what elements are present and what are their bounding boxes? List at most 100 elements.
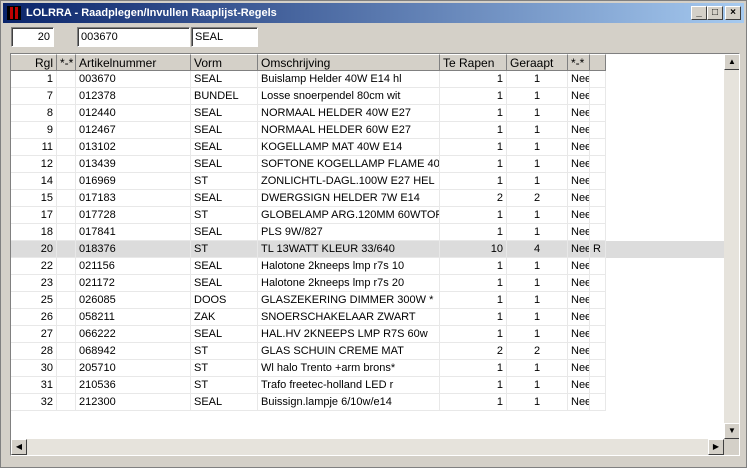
table-row[interactable]: 14 016969 ST ZONLICHTL-DAGL.100W E27 HEL 1 1 N… bbox=[11, 173, 724, 190]
table-row[interactable]: 28 068942 ST GLAS SCHUIN CREME MAT 2 2 Nee bbox=[11, 343, 724, 360]
cell-col-status: Nee bbox=[568, 360, 590, 377]
horizontal-scrollbar[interactable]: ◀ ▶ bbox=[11, 439, 724, 455]
cell-col-te-rapen: 1 bbox=[440, 88, 507, 105]
header-col-te-rapen[interactable]: Te Rapen bbox=[440, 54, 507, 71]
cell-col-artikelnummer: 068942 bbox=[76, 343, 191, 360]
table-row[interactable]: 1 003670 SEAL Buislamp Helder 40W E14 hl 1 1 N… bbox=[11, 71, 724, 88]
table-row[interactable]: 7 012378 BUNDEL Losse snoerpendel 80cm wit 1… bbox=[11, 88, 724, 105]
cell-col-extra bbox=[590, 292, 606, 309]
cell-col-geraapt: 1 bbox=[507, 224, 568, 241]
table-row[interactable]: 26 058211 ZAK SNOERSCHAKELAAR ZWART 1 1 Nee bbox=[11, 309, 724, 326]
cell-col-status: Nee bbox=[568, 241, 590, 258]
cell-col-te-rapen: 2 bbox=[440, 190, 507, 207]
header-col-vorm[interactable]: Vorm bbox=[191, 54, 258, 71]
cell-col-extra bbox=[590, 275, 606, 292]
cell-col-omschrijving: HAL.HV 2KNEEPS LMP R7S 60w bbox=[258, 326, 440, 343]
table-row[interactable]: 11 013102 SEAL KOGELLAMP MAT 40W E14 1 1 Nee bbox=[11, 139, 724, 156]
cell-col-rgl: 32 bbox=[11, 394, 57, 411]
cell-col-omschrijving: GLASZEKERING DIMMER 300W * bbox=[258, 292, 440, 309]
header-col-artikelnummer[interactable]: Artikelnummer bbox=[76, 54, 191, 71]
header-col-extra[interactable] bbox=[590, 54, 606, 71]
cell-col-te-rapen: 1 bbox=[440, 292, 507, 309]
table-row[interactable]: 18 017841 SEAL PLS 9W/827 1 1 Nee bbox=[11, 224, 724, 241]
cell-col-omschrijving: Buissign.lampje 6/10w/e14 bbox=[258, 394, 440, 411]
cell-col-omschrijving: GLAS SCHUIN CREME MAT bbox=[258, 343, 440, 360]
table-row[interactable]: 15 017183 SEAL DWERGSIGN HELDER 7W E14 2 2 Nee bbox=[11, 190, 724, 207]
table-row[interactable]: 8 012440 SEAL NORMAAL HELDER 40W E27 1 1 Nee bbox=[11, 105, 724, 122]
cell-col-artikelnummer: 026085 bbox=[76, 292, 191, 309]
cell-col-vorm: ST bbox=[191, 377, 258, 394]
cell-col-artikelnummer: 212300 bbox=[76, 394, 191, 411]
cell-col-flag bbox=[57, 241, 76, 258]
cell-col-rgl: 7 bbox=[11, 88, 57, 105]
table-row[interactable]: 17 017728 ST GLOBELAMP ARG.120MM 60WTOP 1 1 Ne… bbox=[11, 207, 724, 224]
maximize-button[interactable]: □ bbox=[707, 6, 723, 20]
cell-col-vorm: SEAL bbox=[191, 139, 258, 156]
cell-col-te-rapen: 1 bbox=[440, 173, 507, 190]
cell-col-omschrijving: NORMAAL HELDER 60W E27 bbox=[258, 122, 440, 139]
cell-col-omschrijving: Trafo freetec-holland LED r bbox=[258, 377, 440, 394]
cell-col-vorm: ST bbox=[191, 343, 258, 360]
scroll-down-icon[interactable]: ▼ bbox=[724, 423, 739, 439]
cell-col-vorm: ST bbox=[191, 207, 258, 224]
minimize-button[interactable]: _ bbox=[691, 6, 707, 20]
cell-col-flag bbox=[57, 224, 76, 241]
window-title: LOLRRA - Raadplegen/Invullen Raaplijst-R… bbox=[26, 7, 277, 19]
table-row[interactable]: 9 012467 SEAL NORMAAL HELDER 60W E27 1 1 Nee bbox=[11, 122, 724, 139]
cell-col-te-rapen: 1 bbox=[440, 258, 507, 275]
cell-col-status: Nee bbox=[568, 139, 590, 156]
cell-col-vorm: ZAK bbox=[191, 309, 258, 326]
cell-col-geraapt: 2 bbox=[507, 190, 568, 207]
cell-col-status: Nee bbox=[568, 377, 590, 394]
table-row[interactable]: 32 212300 SEAL Buissign.lampje 6/10w/e14 1 1 N… bbox=[11, 394, 724, 411]
cell-col-rgl: 26 bbox=[11, 309, 57, 326]
header-col-rgl[interactable]: Rgl bbox=[11, 54, 57, 71]
cell-col-artikelnummer: 021172 bbox=[76, 275, 191, 292]
app-icon[interactable] bbox=[7, 6, 21, 20]
cell-col-omschrijving: Wl halo Trento +arm brons* bbox=[258, 360, 440, 377]
cell-col-artikelnummer: 017728 bbox=[76, 207, 191, 224]
cell-col-vorm: SEAL bbox=[191, 326, 258, 343]
scroll-right-icon[interactable]: ▶ bbox=[708, 439, 724, 455]
scroll-left-icon[interactable]: ◀ bbox=[11, 439, 27, 455]
table-row[interactable]: 25 026085 DOOS GLASZEKERING DIMMER 300W * 1 1… bbox=[11, 292, 724, 309]
table-row[interactable]: 22 021156 SEAL Halotone 2kneeps lmp r7s 10 1… bbox=[11, 258, 724, 275]
header-col-flag[interactable]: *-* bbox=[57, 54, 76, 71]
table-row[interactable]: 27 066222 SEAL HAL.HV 2KNEEPS LMP R7S 60w 1 1… bbox=[11, 326, 724, 343]
cell-col-flag bbox=[57, 292, 76, 309]
cell-col-extra bbox=[590, 71, 606, 88]
cell-col-geraapt: 1 bbox=[507, 258, 568, 275]
cell-col-te-rapen: 1 bbox=[440, 394, 507, 411]
header-col-omschrijving[interactable]: Omschrijving bbox=[258, 54, 440, 71]
cell-col-artikelnummer: 066222 bbox=[76, 326, 191, 343]
table-row[interactable]: 23 021172 SEAL Halotone 2kneeps lmp r7s 20 1… bbox=[11, 275, 724, 292]
header-col-geraapt[interactable]: Geraapt bbox=[507, 54, 568, 71]
scroll-up-icon[interactable]: ▲ bbox=[724, 54, 739, 70]
cell-col-status: Nee bbox=[568, 394, 590, 411]
cell-col-status: Nee bbox=[568, 224, 590, 241]
cell-col-flag bbox=[57, 173, 76, 190]
table-row-selected[interactable]: 20 018376 ST TL 13WATT KLEUR 33/640 10 4 Nee R bbox=[11, 241, 724, 258]
close-button[interactable]: × bbox=[725, 6, 741, 20]
cell-col-extra bbox=[590, 258, 606, 275]
table-row[interactable]: 12 013439 SEAL SOFTONE KOGELLAMP FLAME 40w 1… bbox=[11, 156, 724, 173]
cell-col-extra bbox=[590, 360, 606, 377]
table-row[interactable]: 30 205710 ST Wl halo Trento +arm brons* 1 1 Ne… bbox=[11, 360, 724, 377]
cell-col-omschrijving: GLOBELAMP ARG.120MM 60WTOP bbox=[258, 207, 440, 224]
header-col-status[interactable]: *-* bbox=[568, 54, 590, 71]
cell-col-omschrijving: ZONLICHTL-DAGL.100W E27 HEL bbox=[258, 173, 440, 190]
title-bar[interactable]: LOLRRA - Raadplegen/Invullen Raaplijst-R… bbox=[3, 3, 744, 23]
vertical-scrollbar[interactable]: ▲ ▼ bbox=[724, 54, 739, 439]
cell-col-vorm: SEAL bbox=[191, 122, 258, 139]
cell-col-rgl: 23 bbox=[11, 275, 57, 292]
cell-col-status: Nee bbox=[568, 105, 590, 122]
regel-field[interactable]: 20 bbox=[11, 27, 54, 47]
cell-col-artikelnummer: 012440 bbox=[76, 105, 191, 122]
artikelnummer-field[interactable]: 003670 bbox=[77, 27, 190, 47]
cell-col-flag bbox=[57, 326, 76, 343]
vorm-field[interactable]: SEAL bbox=[191, 27, 258, 47]
cell-col-te-rapen: 1 bbox=[440, 360, 507, 377]
cell-col-omschrijving: Halotone 2kneeps lmp r7s 20 bbox=[258, 275, 440, 292]
results-grid[interactable]: Rgl *-* Artikelnummer Vorm Omschrijving Te Ra… bbox=[10, 53, 740, 456]
